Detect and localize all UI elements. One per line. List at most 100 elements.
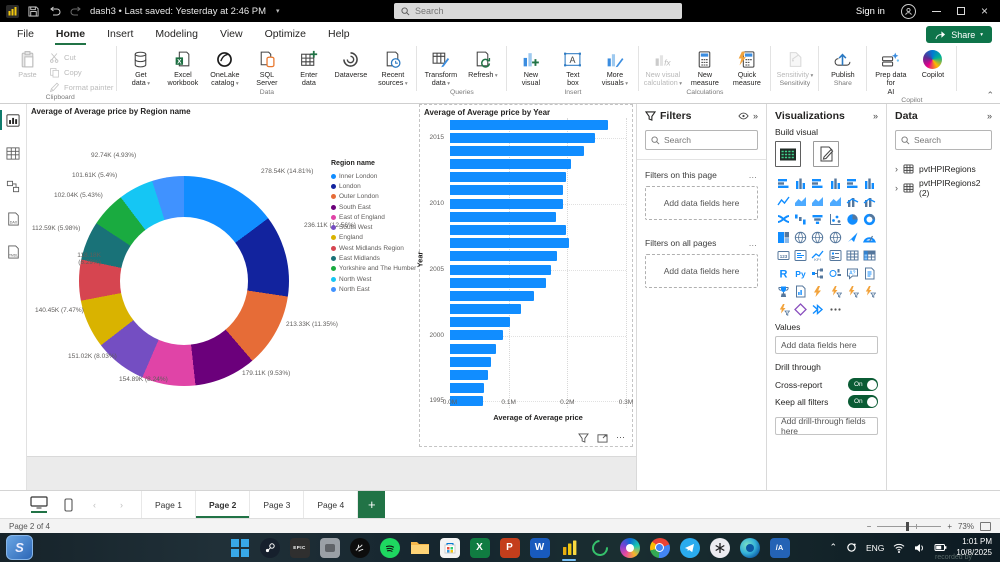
paginated-report-icon[interactable] xyxy=(792,283,809,299)
line-and-clustered-column-chart-icon[interactable] xyxy=(861,193,878,209)
ribbon-button-transform-data[interactable]: Transform data ▾ xyxy=(420,47,461,88)
filter-icon[interactable] xyxy=(578,432,589,443)
zoom-out-icon[interactable]: − xyxy=(866,521,872,531)
legend-item[interactable]: North East xyxy=(331,284,416,294)
close-button[interactable]: × xyxy=(980,4,988,18)
smart-narrative-icon[interactable] xyxy=(861,265,878,281)
filters-search[interactable] xyxy=(645,130,758,150)
bar-year-2014[interactable] xyxy=(450,145,585,156)
bar-visual-selected[interactable]: Average of Average price by Year Year 20… xyxy=(415,104,633,447)
scatter-chart-icon[interactable] xyxy=(827,211,844,227)
format-visual-mode-button[interactable] xyxy=(813,141,839,167)
clock[interactable]: 1:01 PM 10/8/2025 xyxy=(956,537,992,558)
bar-year-2016[interactable] xyxy=(450,119,609,130)
values-dropzone[interactable]: Add data fields here xyxy=(775,336,878,354)
collapse-pane-icon[interactable]: » xyxy=(872,111,878,121)
bar-year-2010[interactable] xyxy=(450,198,563,209)
key-influencers-icon[interactable] xyxy=(827,265,844,281)
ribbon-button-recent-sources[interactable]: Recent sources ▾ xyxy=(372,47,413,88)
ribbon-tab-optimize[interactable]: Optimize xyxy=(264,28,307,40)
ai-visual-3-icon[interactable] xyxy=(775,301,792,317)
legend-item[interactable]: England xyxy=(331,233,416,243)
bar-year-2003[interactable] xyxy=(450,290,534,301)
ribbon-button-paste[interactable]: Paste xyxy=(7,47,48,79)
stacked-column-chart-icon[interactable] xyxy=(792,175,809,191)
ai-visual-1-icon[interactable] xyxy=(844,283,861,299)
ribbon-button-new-visual[interactable]: New visual xyxy=(510,47,551,88)
bar-year-2015[interactable] xyxy=(450,132,595,143)
clustered-bar-chart-icon[interactable] xyxy=(809,175,826,191)
page-tab-page-3[interactable]: Page 3 xyxy=(250,490,305,519)
filters-all-dropzone[interactable]: Add data fields here xyxy=(645,254,758,288)
expand-chevron-icon[interactable]: › xyxy=(895,163,898,174)
ribbon-button-cut[interactable]: Cut xyxy=(49,52,113,63)
data-search[interactable] xyxy=(895,130,992,150)
more-options-icon[interactable]: ⋯ xyxy=(616,432,626,442)
100-stacked-column-chart-icon[interactable] xyxy=(861,175,878,191)
title-dropdown-caret[interactable]: ▾ xyxy=(276,8,280,15)
stacked-area-chart-icon[interactable] xyxy=(809,193,826,209)
save-icon[interactable] xyxy=(27,5,40,18)
shape-map-icon[interactable] xyxy=(827,229,844,245)
taskbar-icon-chatgpt[interactable] xyxy=(708,536,731,559)
power-apps-visual-icon[interactable] xyxy=(809,283,826,299)
battery-icon[interactable] xyxy=(934,543,947,552)
multi-row-card-icon[interactable] xyxy=(792,247,809,263)
ribbon-tab-modeling[interactable]: Modeling xyxy=(155,28,198,40)
bar-year-2002[interactable] xyxy=(450,304,521,315)
wifi-icon[interactable] xyxy=(893,543,905,553)
desktop-layout-icon[interactable] xyxy=(30,496,48,513)
page-tab-page-4[interactable]: Page 4 xyxy=(304,490,359,519)
taskbar-icon-loading-app[interactable] xyxy=(588,536,611,559)
taskbar-icon-spotify[interactable] xyxy=(378,536,401,559)
ribbon-button-onelake-catalog[interactable]: OneLake catalog ▾ xyxy=(204,47,245,88)
ribbon-button-excel-workbook[interactable]: X Excel workbook xyxy=(162,47,203,88)
matrix-icon[interactable] xyxy=(861,247,878,263)
ribbon-button-sensitivity[interactable]: Sensitivity ▾ xyxy=(774,47,815,79)
data-table-pvthpiregions[interactable]: › pvtHPIRegions xyxy=(895,159,992,178)
collapse-ribbon-icon[interactable]: ⌃ xyxy=(986,90,994,100)
bar-year-1997[interactable] xyxy=(450,369,488,380)
drill-through-dropzone[interactable]: Add drill-through fields here xyxy=(775,416,878,436)
prev-page-icon[interactable]: ‹ xyxy=(93,499,96,510)
bar-year-2011[interactable] xyxy=(450,185,564,196)
more-visuals-icon[interactable] xyxy=(809,301,826,317)
bar-year-2008[interactable] xyxy=(450,224,567,235)
tray-app-icon[interactable] xyxy=(846,542,857,553)
legend-item[interactable]: Outer London xyxy=(331,192,416,202)
taskbar-icon-powerpoint[interactable]: P xyxy=(498,536,521,559)
bar-year-2005[interactable] xyxy=(450,264,552,275)
stacked-bar-chart-icon[interactable] xyxy=(775,175,792,191)
page-tab-page-1[interactable]: Page 1 xyxy=(141,490,196,519)
ribbon-button-publish[interactable]: Publish xyxy=(822,47,863,79)
ribbon-tab-help[interactable]: Help xyxy=(328,28,350,40)
ribbon-button-format-painter[interactable]: Format painter xyxy=(49,82,113,93)
model-view-icon[interactable] xyxy=(0,176,27,196)
ribbon-button-new-visual-calculation[interactable]: fx New visual calculation ▾ xyxy=(642,47,683,88)
bar-year-2000[interactable] xyxy=(450,330,504,341)
bar-year-2004[interactable] xyxy=(450,277,546,288)
100-stacked-bar-chart-icon[interactable] xyxy=(844,175,861,191)
card-icon[interactable]: 123 xyxy=(775,247,792,263)
fit-to-page-icon[interactable] xyxy=(980,521,991,531)
legend-item[interactable]: South West xyxy=(331,222,416,232)
donut-chart[interactable] xyxy=(79,176,289,386)
decomposition-tree-icon[interactable] xyxy=(809,265,826,281)
ribbon-tab-insert[interactable]: Insert xyxy=(107,28,134,40)
power-automate-visual-icon[interactable] xyxy=(827,283,844,299)
bar-year-2001[interactable] xyxy=(450,317,510,328)
bar-year-1999[interactable] xyxy=(450,343,496,354)
account-avatar-icon[interactable] xyxy=(900,3,916,19)
r-script-visual-icon[interactable]: R xyxy=(775,265,792,281)
focus-mode-icon[interactable] xyxy=(597,433,608,443)
ribbon-button-copy[interactable]: Copy xyxy=(49,67,113,78)
taskbar-icon-copilot[interactable] xyxy=(618,536,641,559)
cross-report-toggle[interactable]: On xyxy=(848,378,878,391)
taskbar-icon-file-explorer[interactable] xyxy=(408,536,431,559)
ribbon-button-get-data[interactable]: Get data ▾ xyxy=(120,47,161,88)
section-more-icon[interactable]: … xyxy=(748,170,758,180)
legend-item[interactable]: London xyxy=(331,181,416,191)
keep-all-filters-toggle[interactable]: On xyxy=(848,395,878,408)
share-button[interactable]: Share ▾ xyxy=(926,26,992,43)
bar-year-2007[interactable] xyxy=(450,238,570,249)
